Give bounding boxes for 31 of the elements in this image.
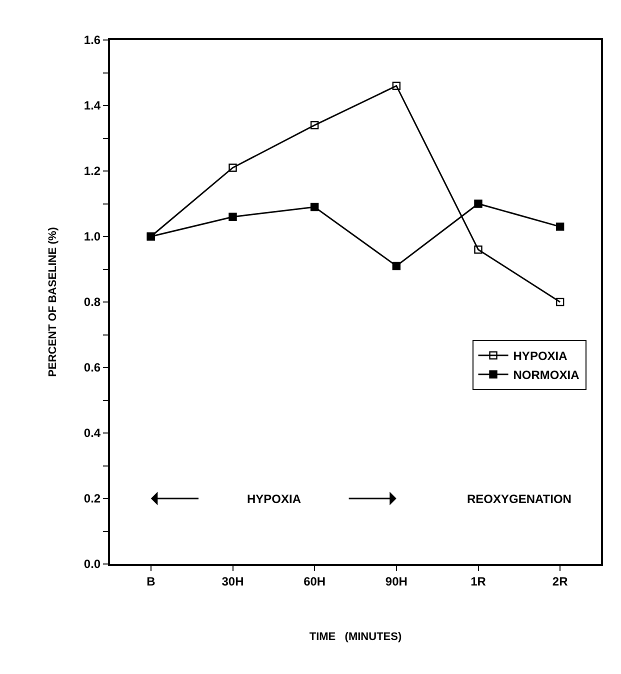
legend-label: NORMOXIA (513, 368, 580, 382)
y-tick-label: 1.4 (84, 98, 101, 113)
y-tick-label: 0.4 (84, 426, 101, 440)
y-tick-label: 1.2 (84, 164, 101, 178)
x-axis-title: TIME (MINUTES) (309, 631, 402, 644)
y-tick-label: 0.8 (84, 295, 101, 310)
y-tick-label: 1.6 (84, 33, 101, 48)
point (228, 212, 237, 221)
y-tick-label: 0.6 (84, 360, 101, 375)
annotation: HYPOXIA (247, 492, 302, 506)
annotation: REOXYGENATION (467, 492, 572, 506)
point (474, 246, 482, 254)
point (556, 298, 564, 306)
x-tick-label: 30H (222, 574, 244, 588)
point (556, 222, 564, 231)
x-tick-label: B (146, 574, 156, 588)
x-tick-label: 1R (470, 574, 486, 588)
point (474, 200, 482, 208)
point (228, 164, 237, 172)
y-tick-label: 0.2 (84, 492, 101, 506)
legend-label: HYPOXIA (513, 349, 568, 364)
point (310, 121, 319, 130)
point (392, 82, 401, 90)
x-tick-label: 90H (385, 574, 408, 588)
x-tick-label: 60H (304, 574, 326, 588)
point (392, 262, 401, 270)
point (310, 202, 319, 212)
y-tick-label: 1.0 (84, 230, 101, 244)
y-axis-title: PERCENT OF BASELINE (%) (47, 226, 60, 377)
y-tick-label: 0.0 (84, 557, 101, 572)
x-tick-label: 2R (552, 574, 568, 588)
